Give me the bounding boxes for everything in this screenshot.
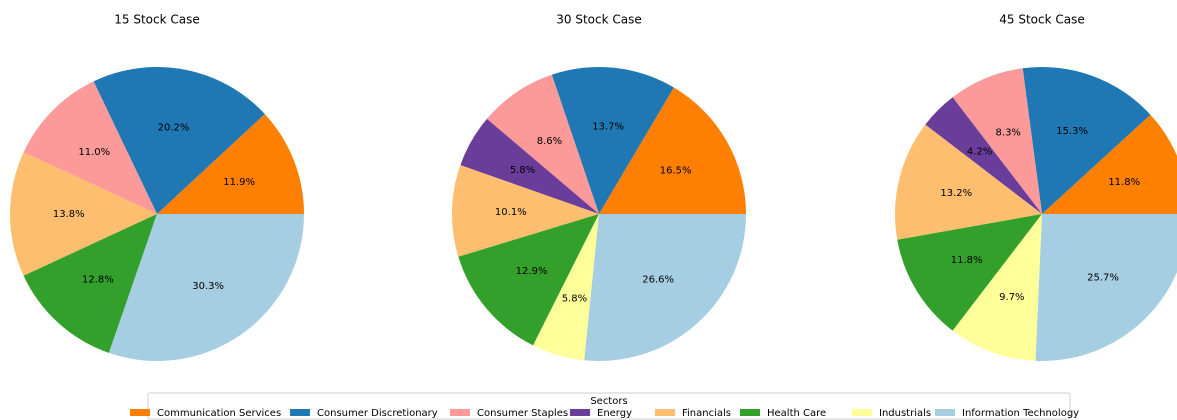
slice-label: 11.0% [78,147,110,158]
pie-slice [897,214,1042,331]
pie-slice [108,214,305,362]
pie-slice [551,66,674,214]
pie-slice [1022,67,1151,214]
slice-label: 5.8% [510,165,535,176]
slice-label: 10.1% [495,207,527,218]
pie-slice [599,87,746,214]
legend-label: Energy [597,408,632,419]
slice-label: 11.9% [223,177,255,188]
legend-box [147,392,1071,420]
pie-slice [1042,114,1177,214]
chart-title: 30 Stock Case [556,13,641,27]
legend-label: Industrials [879,408,931,419]
pie-slice [9,152,157,276]
pie-slice [533,214,599,361]
legend-swatch [290,409,310,416]
pie-slice [925,97,1042,214]
pie-slice [458,214,599,346]
pie-slice [584,214,746,362]
legend-swatch [740,409,760,416]
slice-label: 25.7% [1087,273,1119,284]
slice-label: 15.3% [1056,126,1088,137]
slice-label: 12.8% [82,274,114,285]
slice-label: 16.5% [660,165,692,176]
slice-label: 13.8% [53,209,85,220]
chart-title: 45 Stock Case [999,13,1084,27]
slice-label: 20.2% [158,122,190,133]
legend-label: Financials [682,408,731,419]
pie-slice [23,81,157,214]
slice-label: 13.7% [592,121,624,132]
pie-slice [157,114,304,214]
pie-slice [486,74,599,214]
slice-label: 8.6% [537,136,562,147]
legend-label: Consumer Staples [477,408,568,419]
legend-swatch [655,409,675,416]
slice-label: 13.2% [940,188,972,199]
legend-swatch [130,409,150,416]
legend-swatch [450,409,470,416]
pie-slice [23,214,157,353]
slice-label: 30.3% [192,281,224,292]
slice-label: 11.8% [951,255,983,266]
slice-label: 9.7% [999,292,1024,303]
pie-slice [952,214,1042,361]
pie-slice [452,165,599,257]
slice-label: 8.3% [996,128,1021,139]
legend-swatch [935,409,955,416]
pie-slice [93,66,265,214]
legend-label: Communication Services [157,408,281,419]
legend-swatch [570,409,590,416]
legend-label: Information Technology [962,408,1079,419]
legend-label: Consumer Discretionary [317,408,438,419]
pie-slice [1035,214,1177,361]
slice-label: 12.9% [516,266,548,277]
pie-slice [895,124,1042,240]
slice-label: 4.2% [967,147,992,158]
pie-slice [460,118,599,214]
legend-label: Health Care [767,408,826,419]
slice-label: 26.6% [642,274,674,285]
legend-title: Sectors [590,396,627,407]
slice-label: 5.8% [562,294,587,305]
slice-label: 11.8% [1108,177,1140,188]
legend-swatch [852,409,872,416]
pie-slice [952,68,1042,215]
chart-title: 15 Stock Case [114,13,199,27]
